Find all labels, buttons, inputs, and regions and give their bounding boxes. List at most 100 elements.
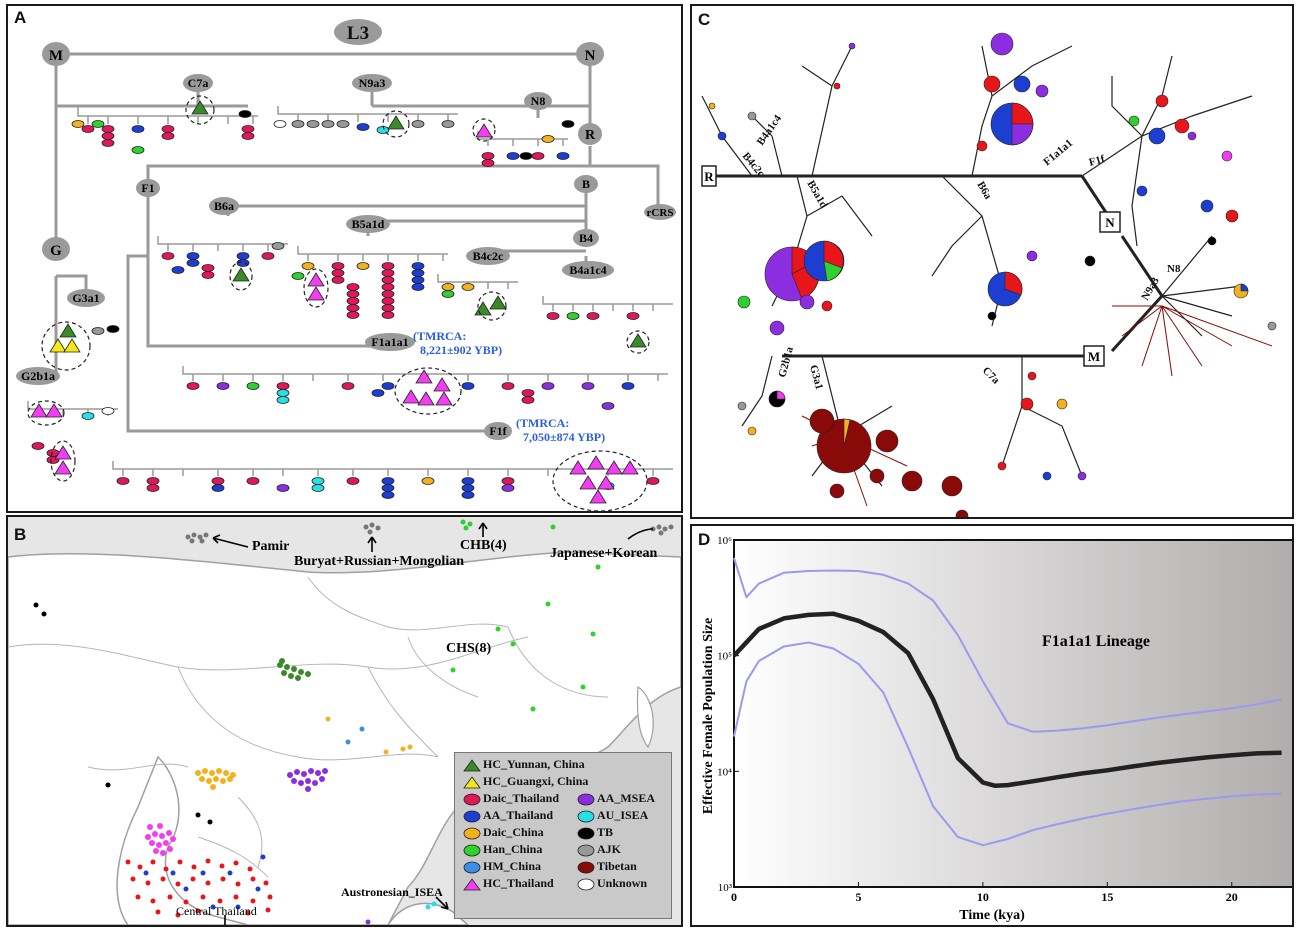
circle-marker-icon [577, 861, 595, 874]
place-austronesian: Austronesian_ISEA [341, 885, 443, 899]
branch-c7a: C7a [980, 365, 1002, 387]
node-r: R [585, 128, 596, 143]
tmrca-f1f-line2: 7,050±874 YBP) [523, 430, 605, 444]
branch-n8: N8 [1167, 263, 1181, 275]
node-b: B [582, 177, 590, 191]
branch-b6a: B6a [974, 180, 994, 202]
panel-c: C [690, 4, 1294, 519]
node-b4a1c4: B4a1c4 [569, 263, 606, 277]
branch-g2b1a: G2b1a [776, 345, 796, 379]
hc-sample-triangles [30, 100, 647, 504]
tmrca-f1a1a1-line2: 8,221±902 YBP) [420, 343, 502, 357]
branch-f1f: F1f [1088, 153, 1107, 169]
legend-item-right-1: AU_ISEA [573, 808, 648, 823]
plot-title: F1a1a1 Lineage [1042, 633, 1150, 650]
circle-marker-icon [463, 844, 481, 857]
node-rcrs: rCRS [647, 207, 674, 219]
legend-item-right-2: TB [573, 825, 613, 840]
legend-label: AJK [597, 842, 621, 856]
map [8, 519, 681, 925]
haplotype-markers [31, 110, 660, 499]
node-f1f: F1f [489, 424, 507, 438]
box-n-label: N [1105, 215, 1115, 230]
node-g3a1: G3a1 [72, 291, 99, 305]
circle-marker-icon [577, 844, 595, 857]
branch-b4a1c4: B4a1c4 [755, 112, 785, 147]
network-box-r: R [701, 165, 717, 187]
legend-item-left-2: Daic_Thailand [459, 791, 559, 806]
place-japanese: Japanese+Korean [550, 546, 658, 561]
bayesian-skyline-plot: 0 5 10 15 20 10³ 10⁴ 10⁵ 10⁶ F1a1a1 Lineage Time… [701, 535, 1292, 923]
legend-item-left-7: HC_Thailand [459, 876, 554, 891]
legend-item-left-4: Daic_China [459, 825, 544, 840]
circle-marker-icon [463, 793, 481, 806]
legend-item-left-6: HM_China [459, 859, 541, 874]
x-tick-label: 20 [1226, 890, 1238, 904]
panel-b-label: B [14, 525, 27, 544]
place-buryat: Buryat+Russian+Mongolian [294, 554, 464, 569]
tree-nodes: L3 M N C7a N9a3 N8 R F1 B rCRS B6a B5a1d… [16, 19, 676, 440]
x-tick-label: 10 [977, 890, 989, 904]
y-tick-label: 10⁵ [717, 651, 732, 663]
network-box-n: N [1099, 211, 1121, 233]
circle-marker-icon [463, 827, 481, 840]
legend-label: AA_MSEA [597, 791, 656, 805]
panel-a-label: A [14, 8, 27, 27]
node-g: G [50, 243, 62, 259]
circle-marker-icon [463, 861, 481, 874]
node-m: M [49, 48, 63, 64]
legend-label: Han_China [483, 842, 543, 856]
triangle-marker-icon [463, 878, 481, 891]
x-tick-label: 5 [855, 890, 861, 904]
circle-marker-icon [577, 827, 595, 840]
panel-b: B Pamir Buryat+Russian+Mongolian CHB(4) … [6, 515, 683, 927]
circle-marker-icon [577, 878, 595, 891]
legend-label: TB [597, 825, 614, 839]
legend-item-right-3: AJK [573, 842, 621, 857]
series-line-median [732, 611, 1282, 789]
place-central-thailand: Central Thailand [176, 904, 257, 918]
panel-a: A [6, 4, 683, 513]
y-tick-label: 10³ [718, 882, 733, 894]
triangle-marker-icon [463, 759, 481, 772]
tmrca-f1a1a1-line1: (TMRCA: [413, 329, 466, 343]
node-n9a3: N9a3 [359, 76, 386, 90]
place-chb: CHB(4) [460, 538, 507, 553]
panel-c-label: C [698, 10, 711, 29]
node-b6a: B6a [214, 199, 234, 213]
legend-item-right-0: AA_MSEA [573, 791, 655, 806]
box-m-label: M [1088, 349, 1100, 364]
node-n8: N8 [531, 94, 546, 108]
node-l3: L3 [347, 23, 369, 44]
legend-label: Daic_China [483, 825, 544, 839]
legend-label: Unknown [597, 876, 648, 890]
node-f1a1a1: F1a1a1 [371, 335, 408, 349]
legend-label: HC_Thailand [483, 876, 554, 890]
tmrca-f1f-line1: (TMRCA: [516, 416, 569, 430]
branch-f1a1a1: F1a1a1 [1041, 137, 1075, 168]
legend-item-right-5: Unknown [573, 876, 647, 891]
legend-item-left-5: Han_China [459, 842, 542, 857]
panel-d-label: D [698, 530, 711, 549]
node-b5a1d: B5a1d [352, 217, 385, 231]
network-box-m: M [1083, 345, 1105, 367]
series-line-upper [733, 557, 1282, 733]
circle-marker-icon [577, 810, 595, 823]
legend-label: HC_Guangxi, China [483, 774, 589, 788]
x-tick-label: 0 [731, 890, 737, 904]
node-n: N [585, 48, 596, 64]
branch-g3a1: G3a1 [807, 364, 825, 391]
node-f1: F1 [141, 181, 154, 195]
circle-marker-icon [577, 793, 595, 806]
legend-label: AA_Thailand [483, 808, 554, 822]
place-pamir: Pamir [252, 539, 290, 554]
legend-label: HM_China [483, 859, 542, 873]
plot-area [733, 539, 1292, 888]
y-tick-label: 10⁴ [717, 766, 732, 778]
median-joining-network: R N M B4c2c B4a1c4 B5a1d B6a F1a1a1 F1f … [701, 32, 1277, 517]
phylogenetic-tree: L3 M N C7a N9a3 N8 R F1 B rCRS B6a B5a1d… [16, 19, 676, 511]
y-axis-label: Effective Female Population Size [701, 618, 716, 814]
legend-item-right-4: Tibetan [573, 859, 637, 874]
panel-d: D 0 5 10 15 20 10³ 10⁴ 10⁵ 10⁶ F1a1a1 Lineage Ti… [690, 524, 1294, 927]
branch-b5a1d: B5a1d [804, 179, 829, 211]
